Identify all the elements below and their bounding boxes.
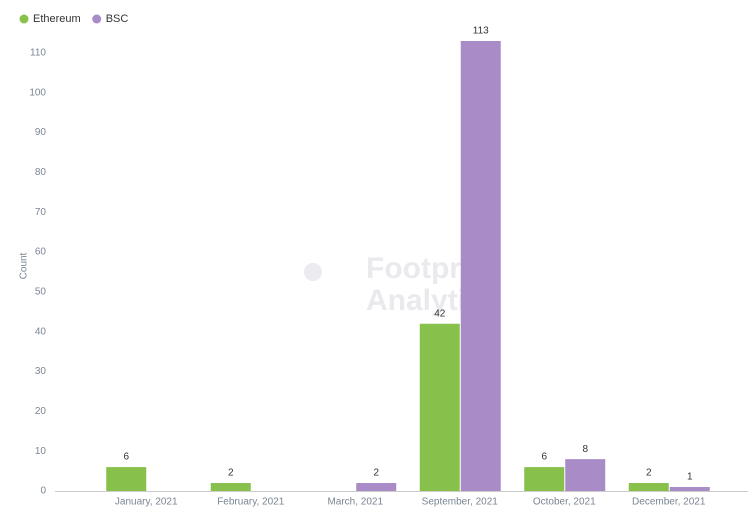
- data-label: 6: [123, 452, 129, 463]
- data-label: 113: [473, 26, 489, 37]
- legend-label: Ethereum: [33, 13, 81, 25]
- bar: [628, 483, 669, 491]
- data-label: 1: [687, 472, 693, 483]
- bar: [460, 41, 501, 491]
- x-tick-label: December, 2021: [632, 497, 706, 508]
- x-tick-label: March, 2021: [327, 497, 383, 508]
- bar: [210, 483, 251, 491]
- y-axis-label: Count: [19, 252, 30, 279]
- y-tick-label: 70: [35, 207, 47, 218]
- y-tick-label: 30: [35, 366, 47, 377]
- data-label: 2: [228, 468, 234, 479]
- y-tick-label: 20: [35, 406, 47, 417]
- y-tick-label: 110: [30, 48, 46, 59]
- legend-marker: [19, 14, 29, 24]
- data-label: 8: [582, 444, 588, 455]
- x-tick-label: September, 2021: [422, 497, 499, 508]
- y-tick-label: 0: [40, 486, 46, 497]
- legend-label: BSC: [106, 13, 129, 25]
- data-label: 42: [434, 308, 446, 319]
- watermark-logo: [304, 263, 322, 281]
- bar: [419, 323, 460, 491]
- bar: [524, 467, 565, 491]
- data-label: 2: [373, 468, 379, 479]
- y-tick-label: 10: [35, 446, 47, 457]
- legend-marker: [92, 14, 102, 24]
- y-tick-label: 50: [35, 287, 47, 298]
- y-tick-label: 40: [35, 326, 47, 337]
- x-tick-label: January, 2021: [115, 497, 178, 508]
- x-tick-label: February, 2021: [217, 497, 285, 508]
- y-tick-label: 80: [35, 167, 47, 178]
- bar: [106, 467, 147, 491]
- y-tick-label: 60: [35, 247, 47, 258]
- data-label: 2: [646, 468, 652, 479]
- data-label: 6: [541, 452, 547, 463]
- x-tick-label: October, 2021: [533, 497, 596, 508]
- y-tick-label: 100: [29, 87, 46, 98]
- bar: [565, 459, 606, 491]
- bar: [356, 483, 397, 491]
- y-tick-label: 90: [35, 127, 47, 138]
- bar: [669, 487, 710, 491]
